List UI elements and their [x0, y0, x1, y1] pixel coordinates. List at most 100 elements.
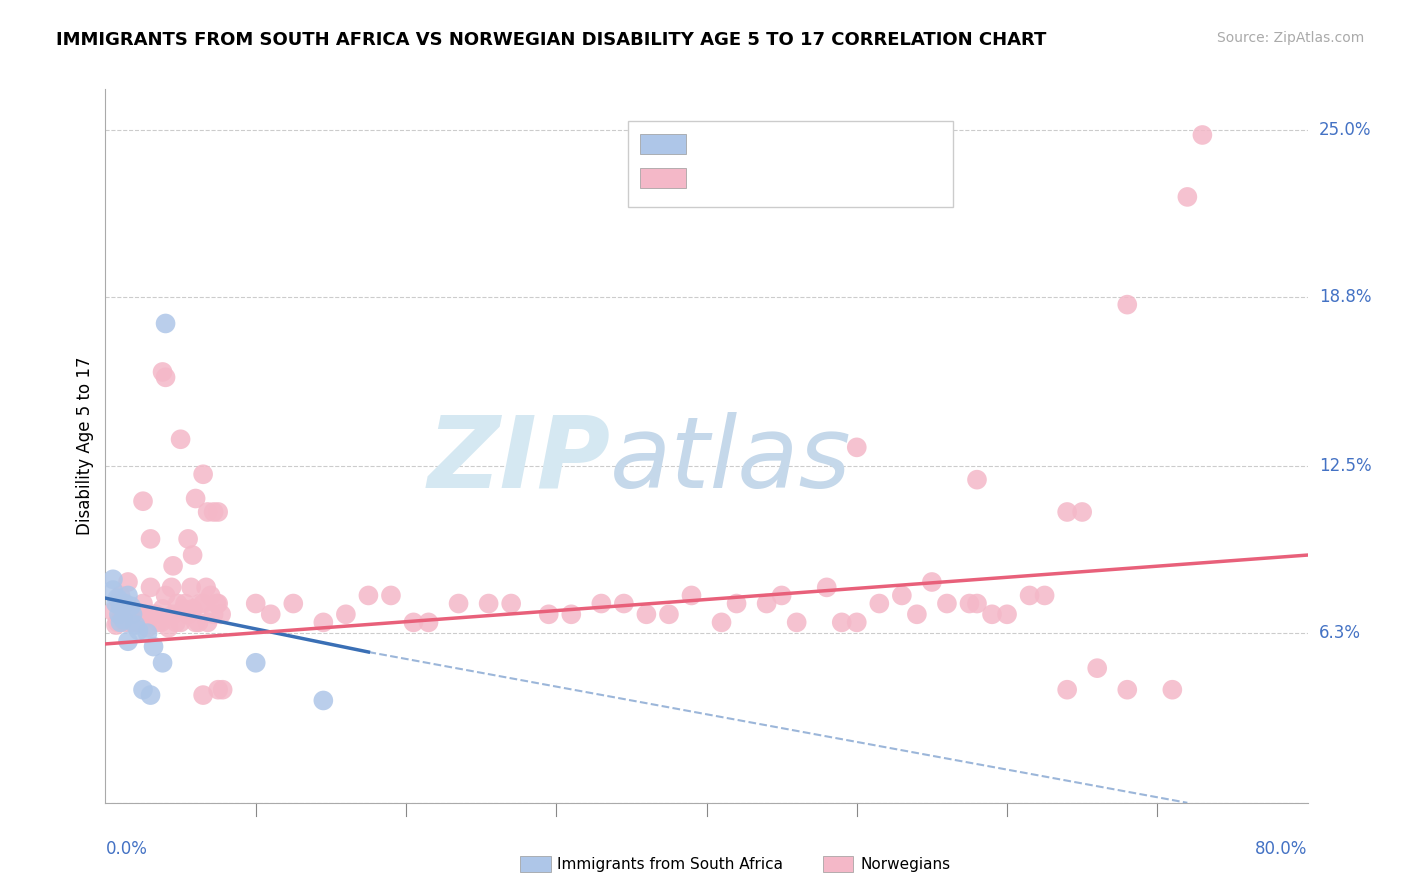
Text: N =: N = — [827, 136, 863, 153]
Point — [181, 602, 204, 616]
Text: Immigrants from South Africa: Immigrants from South Africa — [557, 857, 783, 871]
Point — [1191, 128, 1213, 142]
Point — [995, 607, 1018, 622]
Point — [207, 597, 229, 611]
Point — [202, 607, 225, 622]
Point — [786, 615, 808, 630]
Point — [169, 615, 191, 630]
Point — [112, 613, 135, 627]
Point — [104, 597, 127, 611]
Point — [145, 607, 167, 622]
Point — [117, 634, 139, 648]
Point — [537, 607, 560, 622]
Point — [150, 615, 173, 630]
Point — [173, 602, 195, 616]
Point — [845, 615, 868, 630]
Point — [815, 580, 838, 594]
Point — [110, 599, 132, 614]
Point — [710, 615, 733, 630]
Point — [114, 597, 136, 611]
Point — [921, 574, 943, 589]
Point — [174, 597, 197, 611]
Point — [152, 365, 174, 379]
Point — [135, 607, 157, 622]
Point — [177, 532, 200, 546]
Point — [152, 656, 174, 670]
Point — [107, 591, 129, 606]
Point — [120, 599, 142, 614]
Text: Source: ZipAtlas.com: Source: ZipAtlas.com — [1216, 31, 1364, 45]
Point — [169, 432, 191, 446]
Point — [124, 618, 146, 632]
Text: N =: N = — [827, 169, 863, 187]
Point — [139, 580, 162, 594]
Point — [132, 494, 155, 508]
Point — [117, 589, 139, 603]
Text: 80.0%: 80.0% — [1256, 840, 1308, 858]
Point — [128, 607, 150, 622]
Point — [1116, 298, 1139, 312]
Point — [191, 597, 214, 611]
Point — [132, 682, 155, 697]
Point — [136, 621, 159, 635]
Point — [188, 597, 211, 611]
Text: 0.231: 0.231 — [747, 169, 799, 187]
Point — [966, 473, 988, 487]
Point — [200, 589, 222, 603]
Point — [155, 589, 177, 603]
Point — [191, 688, 214, 702]
Point — [166, 597, 188, 611]
Point — [755, 597, 778, 611]
Text: atlas: atlas — [610, 412, 852, 508]
Point — [157, 621, 180, 635]
Point — [478, 597, 501, 611]
Text: 18.8%: 18.8% — [1319, 287, 1371, 306]
Point — [205, 597, 228, 611]
Point — [1175, 190, 1198, 204]
Point — [725, 597, 748, 611]
Point — [357, 589, 380, 603]
Point — [181, 548, 204, 562]
Point — [165, 615, 187, 630]
Text: 12.5%: 12.5% — [1319, 458, 1371, 475]
Point — [197, 505, 219, 519]
Point — [966, 597, 988, 611]
Point — [658, 607, 681, 622]
Point — [155, 370, 177, 384]
Point — [1056, 682, 1078, 697]
Point — [1085, 661, 1108, 675]
Point — [1018, 589, 1040, 603]
Text: IMMIGRANTS FROM SOUTH AFRICA VS NORWEGIAN DISABILITY AGE 5 TO 17 CORRELATION CHA: IMMIGRANTS FROM SOUTH AFRICA VS NORWEGIA… — [56, 31, 1046, 49]
Point — [142, 640, 165, 654]
Point — [283, 597, 305, 611]
Point — [139, 532, 162, 546]
Point — [770, 589, 793, 603]
Point — [118, 615, 141, 630]
Point — [380, 589, 402, 603]
Text: 0.0%: 0.0% — [105, 840, 148, 858]
Point — [160, 580, 183, 594]
Point — [101, 605, 124, 619]
Point — [121, 605, 143, 619]
Text: 116: 116 — [875, 169, 910, 187]
Text: 25.0%: 25.0% — [1319, 120, 1371, 138]
Point — [184, 491, 207, 506]
FancyBboxPatch shape — [628, 121, 953, 207]
Text: 6.3%: 6.3% — [1319, 624, 1361, 642]
Point — [152, 602, 174, 616]
Point — [117, 574, 139, 589]
Point — [1033, 589, 1056, 603]
Point — [128, 624, 150, 638]
Point — [636, 607, 658, 622]
Point — [110, 589, 132, 603]
Point — [936, 597, 959, 611]
Point — [335, 607, 357, 622]
Point — [142, 607, 165, 622]
Y-axis label: Disability Age 5 to 17: Disability Age 5 to 17 — [76, 357, 94, 535]
Text: Norwegians: Norwegians — [860, 857, 950, 871]
Point — [312, 693, 335, 707]
Point — [197, 615, 219, 630]
Point — [959, 597, 981, 611]
Text: R =: R = — [699, 169, 734, 187]
Point — [111, 607, 134, 622]
